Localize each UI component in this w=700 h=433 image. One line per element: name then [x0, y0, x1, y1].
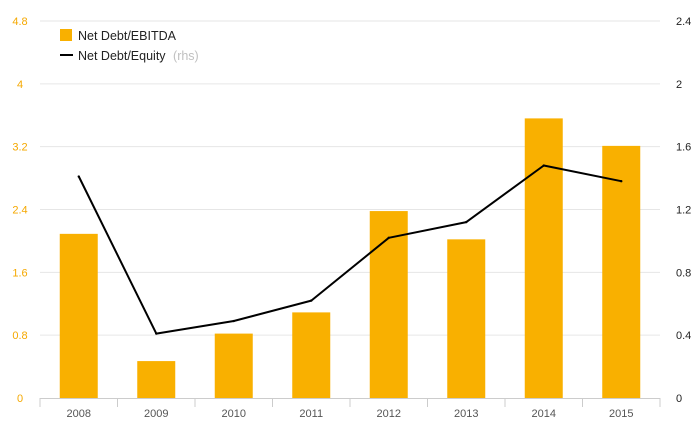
y-left-tick-label: 0.8: [12, 330, 27, 342]
y-right-tick-label: 0.8: [676, 267, 691, 279]
line-point-2011: [310, 299, 313, 302]
legend-swatch-bar: [60, 29, 72, 41]
line-point-2008: [77, 175, 80, 178]
legend-label-net-debt-equity-name: Net Debt/Equity: [78, 49, 166, 63]
y-left-tick-label: 3.2: [12, 142, 27, 154]
line-point-2009: [155, 332, 158, 335]
x-tick-label: 2011: [299, 408, 323, 420]
y-left-tick-label: 4: [17, 79, 23, 91]
y-left-tick-label: 4.8: [12, 16, 27, 28]
y-axis-right: 0 0.4 0.8 1.2 1.6 2 2.4: [676, 16, 691, 405]
line-point-2014: [542, 164, 545, 167]
line-point-2010: [232, 319, 235, 323]
y-right-tick-label: 2: [676, 79, 682, 91]
bar-2012: [369, 211, 408, 398]
x-tick-label: 2008: [67, 408, 91, 420]
y-right-tick-label: 0.4: [676, 330, 691, 342]
bar-2015: [602, 145, 641, 398]
x-tick-label: 2013: [454, 408, 478, 420]
y-right-tick-label: 1.6: [676, 142, 691, 154]
line-series: [77, 164, 623, 335]
x-axis: 2008 2009 2010 2011 2012 2013 2014 2015: [39, 398, 661, 420]
bar-2014: [524, 118, 563, 399]
bar-2009: [137, 361, 176, 398]
legend-label-rhs-note: (rhs): [173, 49, 199, 63]
y-left-tick-label: 0: [17, 393, 23, 405]
bar-series: [59, 118, 641, 399]
legend-label-net-debt-equity: Net Debt/Equity (rhs): [78, 49, 199, 63]
bar-2010: [214, 333, 253, 398]
y-axis-left: 0 0.8 1.6 2.4 3.2 4 4.8: [12, 16, 27, 405]
line-point-2012: [387, 236, 390, 239]
y-right-tick-label: 1.2: [676, 205, 691, 217]
y-left-tick-label: 1.6: [12, 267, 27, 279]
x-tick-label: 2014: [532, 408, 556, 420]
bar-2013: [447, 239, 486, 398]
x-tick-label: 2009: [144, 408, 168, 420]
legend-label-net-debt-ebitda: Net Debt/EBITDA: [78, 29, 177, 43]
x-tick-label: 2010: [222, 408, 246, 420]
x-tick-label: 2012: [377, 408, 401, 420]
line-net-debt-equity: [77, 164, 622, 335]
y-right-tick-label: 0: [676, 393, 682, 405]
legend: Net Debt/EBITDA Net Debt/Equity (rhs): [60, 29, 199, 63]
bar-2011: [292, 312, 331, 398]
x-tick-label: 2015: [609, 408, 633, 420]
bar-2008: [59, 233, 98, 398]
line-point-2013: [465, 220, 468, 224]
y-right-tick-label: 2.4: [676, 16, 691, 28]
line-point-2015: [620, 180, 623, 183]
y-left-tick-label: 2.4: [12, 205, 27, 217]
